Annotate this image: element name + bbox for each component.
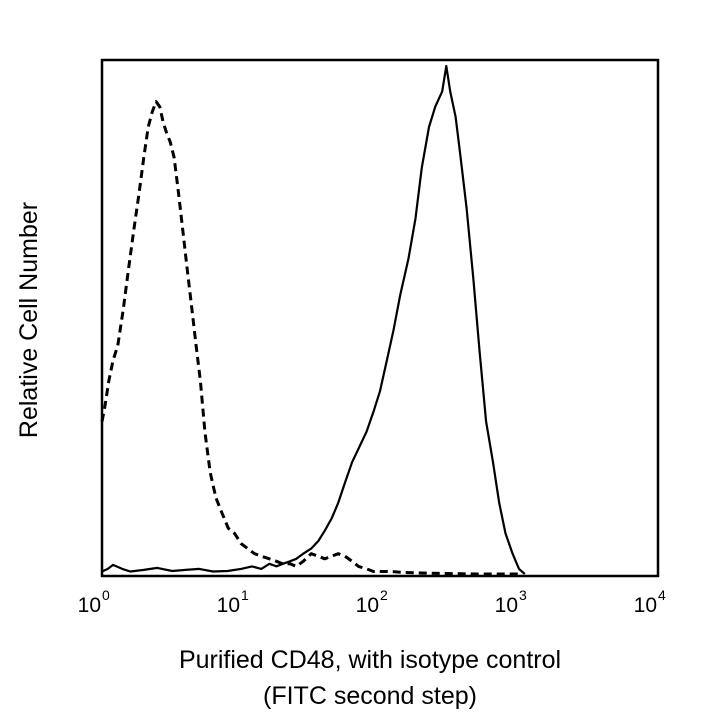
x-tick-exponent: 2 <box>380 587 388 603</box>
x-tick-base: 10 <box>217 594 240 617</box>
x-tick-base: 10 <box>634 594 657 617</box>
series-line-dashed <box>100 100 519 576</box>
x-tick-label-2: 10 2 <box>356 587 388 617</box>
x-axis-label-line2: (FITC second step) <box>263 682 477 710</box>
x-tick-base: 10 <box>78 594 101 617</box>
series-layer <box>100 64 526 576</box>
x-axis-label-line1: Purified CD48, with isotype control <box>179 646 561 674</box>
x-tick-base: 10 <box>356 594 379 617</box>
x-tick-label-0: 10 0 <box>78 587 110 617</box>
x-tick-exponent: 0 <box>102 587 110 603</box>
y-axis-label: Relative Cell Number <box>15 202 43 438</box>
x-tick-exponent: 3 <box>519 587 527 603</box>
x-tick-label-1: 10 1 <box>217 587 249 617</box>
x-tick-exponent: 1 <box>241 587 249 603</box>
x-tick-labels: 10 0 10 1 10 2 10 3 10 4 <box>78 587 666 617</box>
series-line-solid <box>101 64 526 575</box>
x-tick-label-3: 10 3 <box>495 587 527 617</box>
x-tick-base: 10 <box>495 594 518 617</box>
x-tick-label-4: 10 4 <box>634 587 666 617</box>
x-tick-exponent: 4 <box>658 587 666 603</box>
plot-frame <box>100 58 660 578</box>
